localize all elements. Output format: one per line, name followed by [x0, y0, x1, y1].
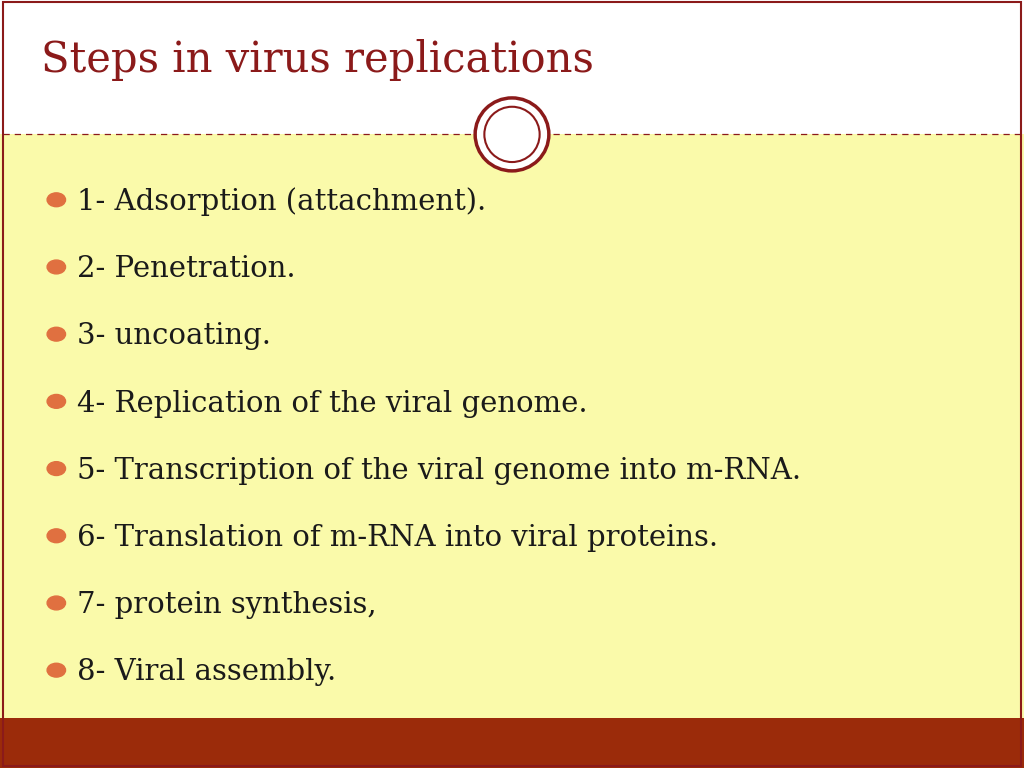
Text: 3- uncoating.: 3- uncoating. — [77, 323, 270, 350]
Text: 1- Adsorption (attachment).: 1- Adsorption (attachment). — [77, 187, 486, 217]
Text: 4- Replication of the viral genome.: 4- Replication of the viral genome. — [77, 389, 588, 418]
Circle shape — [47, 462, 66, 475]
Ellipse shape — [475, 98, 549, 171]
Text: 7- protein synthesis,: 7- protein synthesis, — [77, 591, 377, 619]
Text: 6- Translation of m-RNA into viral proteins.: 6- Translation of m-RNA into viral prote… — [77, 524, 718, 552]
Circle shape — [47, 193, 66, 207]
Bar — [0, 134, 1024, 718]
Circle shape — [47, 327, 66, 341]
Bar — [0, 718, 1024, 768]
Circle shape — [47, 395, 66, 409]
Text: Steps in virus replications: Steps in virus replications — [41, 39, 594, 81]
Circle shape — [47, 260, 66, 274]
Text: 5- Transcription of the viral genome into m-RNA.: 5- Transcription of the viral genome int… — [77, 457, 801, 485]
Circle shape — [47, 664, 66, 677]
Circle shape — [47, 529, 66, 543]
Circle shape — [47, 596, 66, 610]
Bar — [0, 0, 1024, 134]
Ellipse shape — [484, 107, 540, 162]
Text: 2- Penetration.: 2- Penetration. — [77, 255, 296, 283]
Text: 8- Viral assembly.: 8- Viral assembly. — [77, 658, 336, 687]
